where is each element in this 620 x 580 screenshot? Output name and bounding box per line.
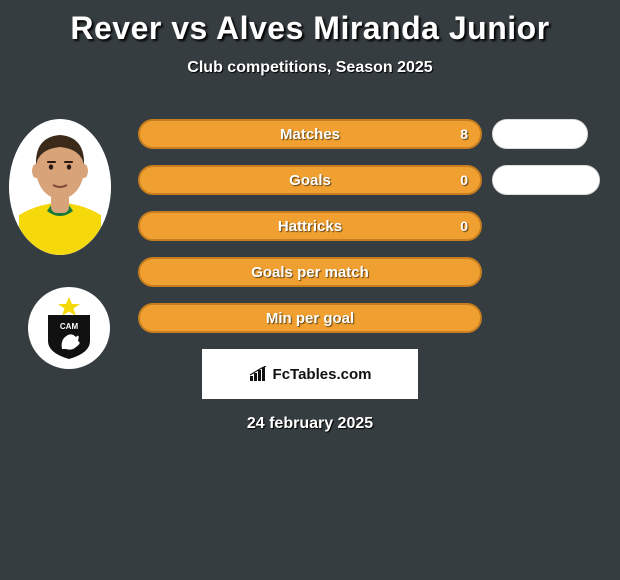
footer-text: FcTables.com [273, 366, 372, 383]
player-avatar [9, 119, 111, 255]
stat-pill-left: Min per goal [138, 303, 482, 333]
stat-row: Matches 8 [138, 119, 482, 149]
stat-value-left: 0 [460, 172, 468, 188]
stat-label: Goals per match [251, 264, 369, 281]
stat-row: Goals per match [138, 257, 482, 287]
club-badge: CAM [28, 287, 110, 369]
eye-left [49, 164, 53, 169]
date-label: 24 february 2025 [0, 415, 620, 433]
stat-row: Goals 0 [138, 165, 482, 195]
stat-pill-left: Matches 8 [138, 119, 482, 149]
stat-pill-right [492, 119, 588, 149]
player-avatar-svg [9, 119, 111, 255]
brow-left [47, 161, 56, 163]
stat-bars: Matches 8 Goals 0 Hattricks 0 Goals per match M… [138, 119, 482, 333]
stat-value-left: 0 [460, 218, 468, 234]
subtitle: Club competitions, Season 2025 [0, 59, 620, 77]
brow-right [64, 161, 73, 163]
footer-attribution: FcTables.com [202, 349, 418, 399]
stat-label: Hattricks [278, 218, 342, 235]
stat-row: Hattricks 0 [138, 211, 482, 241]
club-badge-svg: CAM [42, 297, 96, 359]
stat-pill-right [492, 165, 600, 195]
stat-label: Goals [289, 172, 331, 189]
ear-left [32, 164, 40, 178]
stat-label: Matches [280, 126, 340, 143]
stat-pill-left: Goals per match [138, 257, 482, 287]
stat-label: Min per goal [266, 310, 354, 327]
stat-pill-left: Hattricks 0 [138, 211, 482, 241]
badge-text: CAM [60, 322, 79, 331]
badge-star-icon [58, 297, 80, 316]
stat-row: Min per goal [138, 303, 482, 333]
comparison-content: CAM Matches 8 Goals 0 Hattricks 0 Goals per ma… [0, 119, 620, 333]
stat-value-left: 8 [460, 126, 468, 142]
ear-right [80, 164, 88, 178]
left-player-column: CAM [0, 119, 130, 369]
eye-right [67, 164, 71, 169]
bar-chart-icon [249, 366, 269, 382]
stat-pill-left: Goals 0 [138, 165, 482, 195]
page-title: Rever vs Alves Miranda Junior [0, 0, 620, 47]
